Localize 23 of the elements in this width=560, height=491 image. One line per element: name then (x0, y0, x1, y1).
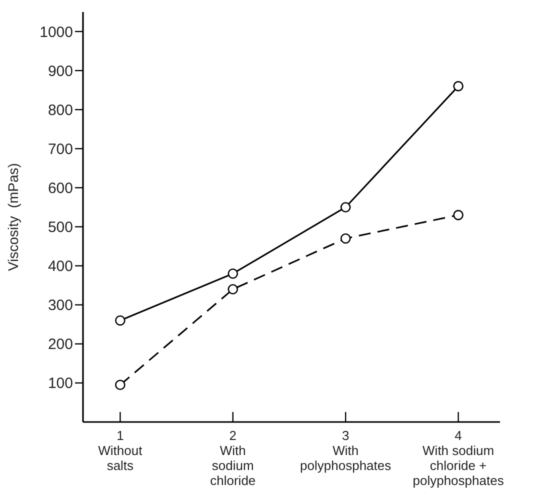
y-axis-title: Viscosity (mPas) (5, 163, 21, 271)
x-tick-label: 1 Without salts (98, 428, 143, 473)
y-tick-label: 900 (48, 62, 73, 80)
y-tick-label: 600 (48, 180, 73, 197)
y-tick-label: 100 (48, 375, 73, 392)
point (228, 268, 238, 279)
y-tick-label: 800 (48, 102, 73, 119)
x-tick-label: 2 With sodium chloride (210, 428, 256, 488)
point (228, 284, 238, 294)
point (453, 81, 464, 92)
y-tick-label: 300 (48, 297, 73, 314)
point (115, 315, 126, 326)
x-tick-label: 4 With sodium chloride + polyphosphates (412, 428, 504, 488)
x-tick-label: 3 With polyphosphates (300, 428, 392, 473)
y-tick-label: 200 (48, 336, 73, 354)
point (453, 210, 464, 220)
y-tick-label: 500 (48, 219, 73, 236)
y-tick-label: 700 (48, 140, 73, 158)
point (115, 380, 126, 390)
y-tick-label: 1000 (40, 24, 73, 41)
point (340, 233, 351, 244)
y-tick-label: 400 (48, 258, 73, 276)
point (340, 202, 351, 212)
